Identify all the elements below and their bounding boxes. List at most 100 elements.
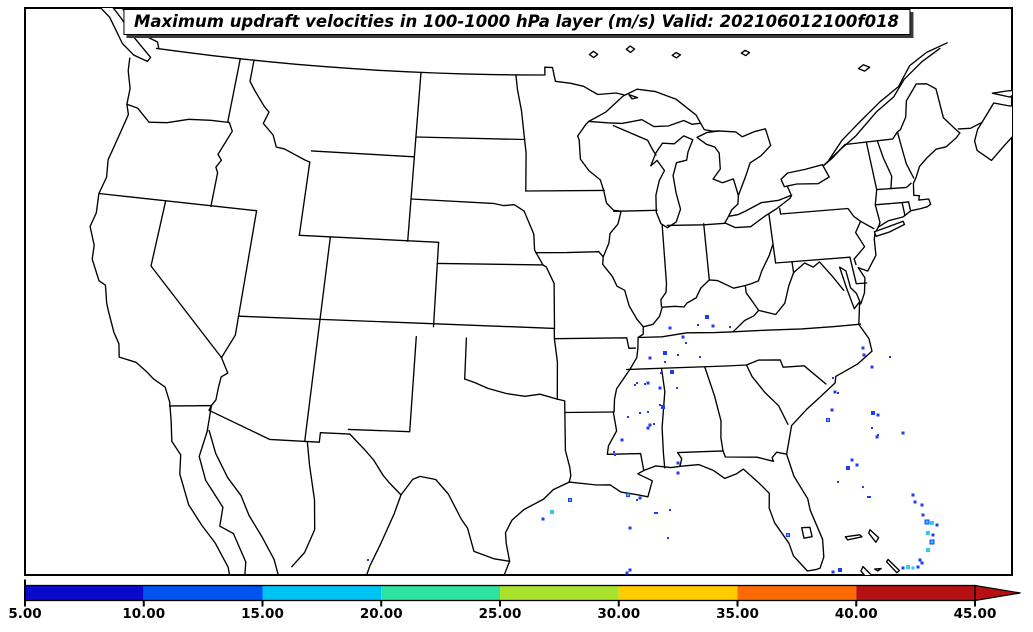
- updraft-data-point: [850, 458, 854, 462]
- geo-ri-ct-border: [901, 201, 906, 217]
- colorbar-tick-label: 35.00: [716, 606, 759, 622]
- geo-id-mt-border: [249, 59, 311, 163]
- colorbar-segment: [25, 585, 144, 601]
- updraft-data-point: [639, 412, 641, 414]
- updraft-data-point: [846, 466, 850, 470]
- geo-mn-ia-border: [525, 189, 605, 192]
- geo-parallel-42: [98, 192, 258, 212]
- geo-il-in-border: [660, 224, 668, 307]
- geo-ok-panhandle-border: [464, 337, 468, 380]
- updraft-data-point: [935, 523, 939, 527]
- geo-oh-pa-border: [768, 214, 777, 264]
- updraft-data-point: [932, 523, 934, 525]
- updraft-data-point: [658, 386, 662, 390]
- updraft-data-point: [827, 419, 829, 421]
- updraft-data-point: [636, 382, 638, 384]
- updraft-data-point: [668, 326, 672, 330]
- updraft-data-point: [861, 346, 865, 350]
- updraft-data-point: [833, 390, 837, 394]
- updraft-data-point: [638, 496, 642, 500]
- colorbar-segment: [262, 585, 382, 601]
- geo-mn-sd-border: [523, 138, 527, 192]
- geo-mason-dixon-line: [774, 256, 851, 264]
- updraft-data-point: [855, 463, 859, 467]
- updraft-data-point: [636, 499, 638, 501]
- geo-meridian-109: [304, 236, 331, 443]
- geo-fl-al-west-border: [677, 451, 683, 467]
- geo-red-river-border: [464, 378, 558, 400]
- geo-mexico-state-line-2: [365, 494, 402, 575]
- geo-maine-canada-border: [822, 83, 961, 167]
- updraft-data-point: [838, 568, 842, 572]
- updraft-data-point: [869, 496, 871, 498]
- updraft-data-point: [628, 568, 632, 572]
- geo-nd-mn-border: [515, 74, 526, 141]
- updraft-data-point: [569, 499, 571, 501]
- geo-ri-ma-border: [907, 201, 911, 211]
- geo-st-louis-river-link: [577, 120, 590, 141]
- geo-meridian-102: [432, 241, 440, 328]
- updraft-data-point: [705, 315, 709, 319]
- colorbar-segment: [381, 585, 500, 601]
- updraft-data-point: [931, 533, 935, 537]
- geo-nova-scotia: [973, 102, 1012, 162]
- updraft-data-point: [867, 496, 869, 498]
- geo-new-providence: [874, 567, 882, 572]
- geo-rio-grande: [349, 433, 511, 562]
- updraft-data-point: [889, 356, 891, 358]
- updraft-data-point: [918, 558, 922, 562]
- geo-parallel-41: [298, 234, 440, 243]
- geo-fl-north-border: [677, 450, 788, 462]
- updraft-data-point: [837, 481, 839, 483]
- geo-small-lake-2: [588, 50, 599, 59]
- geo-ma-north-border: [876, 182, 912, 191]
- geo-st-lawrence-south-shore: [822, 47, 941, 167]
- geo-parallel-45: [310, 150, 415, 158]
- colorbar-tick-label: 25.00: [479, 606, 522, 622]
- geo-sd-ne-border: [410, 198, 525, 212]
- geo-andros: [860, 565, 872, 575]
- geo-mexico-land-border: [168, 404, 351, 443]
- geo-abaco: [868, 529, 880, 543]
- updraft-data-point: [670, 370, 674, 374]
- updraft-data-point: [663, 351, 667, 355]
- updraft-data-point: [711, 324, 715, 328]
- geo-st-lawrence-north-shore: [828, 42, 948, 161]
- updraft-data-point: [644, 383, 646, 385]
- geo-baja-gulf-coast: [198, 404, 247, 575]
- geo-ny-east-border: [865, 141, 881, 229]
- colorbar-segment: [737, 585, 857, 601]
- geo-wa-or-border: [126, 103, 230, 124]
- updraft-data-point: [653, 423, 655, 425]
- geo-lake-superior: [588, 88, 702, 128]
- geo-mo-ar-border: [553, 337, 637, 349]
- updraft-data-point: [697, 324, 699, 326]
- colorbar-tick-label: 30.00: [597, 606, 640, 622]
- geo-grand-bahama: [844, 534, 863, 541]
- updraft-data-point: [676, 471, 680, 475]
- updraft-data-point: [928, 533, 930, 535]
- geo-st-clair-detroit-river: [727, 194, 740, 217]
- plot-title: Maximum updraft velocities in 100-1000 h…: [122, 9, 911, 35]
- geo-small-lake-4: [740, 49, 751, 57]
- updraft-data-point: [837, 392, 839, 394]
- colorbar-segment: [143, 585, 263, 601]
- geo-ar-la-border: [564, 411, 614, 414]
- geo-mo-ok-ar-border: [553, 327, 559, 400]
- geo-ga-sc-border: [745, 364, 789, 425]
- geo-canada-border-49: [155, 47, 625, 96]
- updraft-data-point: [625, 571, 629, 575]
- colorbar-tick-label: 5.00: [8, 606, 41, 622]
- updraft-data-point: [875, 435, 879, 439]
- geo-meridian-104: [407, 71, 422, 242]
- updraft-data-point: [920, 503, 924, 507]
- geo-gulf-atlantic-coast: [504, 132, 961, 572]
- geo-tx-nm-border: [347, 336, 417, 433]
- updraft-data-point: [925, 520, 929, 524]
- updraft-data-point: [876, 413, 880, 417]
- updraft-data-point: [871, 411, 875, 415]
- geo-pacific-coast: [89, 57, 231, 575]
- geo-parallel-37: [237, 315, 555, 330]
- geo-sonora-coast: [208, 429, 279, 575]
